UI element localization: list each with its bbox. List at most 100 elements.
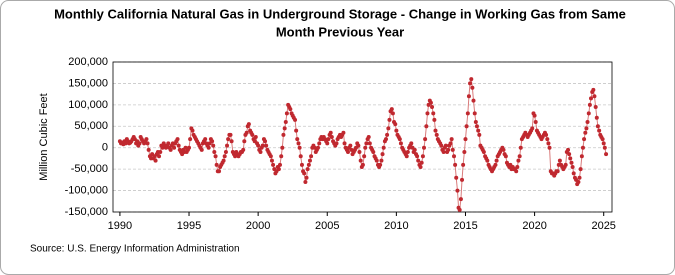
data-point <box>137 141 142 146</box>
x-tick-label: 1990 <box>108 220 132 232</box>
data-point <box>329 135 334 139</box>
y-tick-label: 50,000 <box>74 120 108 132</box>
data-point <box>583 130 588 135</box>
data-point <box>532 113 537 118</box>
data-point <box>466 94 471 99</box>
data-point <box>242 139 247 144</box>
data-point <box>258 150 263 154</box>
data-point <box>269 158 274 163</box>
data-point <box>342 141 347 146</box>
data-point <box>334 141 339 146</box>
data-point <box>544 132 549 137</box>
data-point <box>450 147 455 152</box>
data-point <box>584 126 589 131</box>
data-point <box>472 111 477 116</box>
plot-frame <box>112 61 613 213</box>
data-point <box>518 145 523 150</box>
data-point <box>431 111 436 116</box>
data-point <box>461 162 466 167</box>
data-point <box>474 124 479 129</box>
data-point <box>271 162 276 167</box>
chart-title: Month Previous Year <box>276 24 404 39</box>
data-point <box>364 141 369 146</box>
x-tick-label: 2005 <box>315 220 339 232</box>
data-point <box>187 145 192 150</box>
data-point <box>225 143 230 148</box>
data-point <box>588 96 593 101</box>
data-point <box>357 150 362 154</box>
data-point <box>471 98 476 103</box>
data-point <box>250 132 255 137</box>
data-point <box>229 139 234 144</box>
data-point <box>214 162 219 167</box>
data-point <box>211 143 216 148</box>
data-point <box>547 145 552 150</box>
data-point <box>557 158 562 163</box>
data-point <box>212 150 217 154</box>
data-point <box>585 120 590 124</box>
data-point <box>378 162 383 167</box>
y-tick-label: 0 <box>102 142 108 154</box>
data-point <box>385 132 390 137</box>
data-point <box>298 154 303 159</box>
data-point <box>441 150 446 154</box>
data-point <box>570 165 575 169</box>
data-point <box>398 141 403 146</box>
data-point <box>379 158 384 163</box>
data-point <box>306 162 311 167</box>
data-point <box>256 143 261 148</box>
data-point <box>452 154 457 159</box>
data-point <box>297 145 302 150</box>
data-point <box>568 156 573 161</box>
data-point <box>449 137 454 142</box>
data-point <box>315 145 320 150</box>
data-point <box>175 137 180 142</box>
data-point <box>455 188 460 193</box>
data-point <box>412 147 417 152</box>
data-point <box>420 154 425 159</box>
data-point <box>296 141 301 146</box>
data-point <box>405 150 410 154</box>
y-tick-label: 100,000 <box>68 99 108 111</box>
data-point <box>299 162 304 167</box>
data-point <box>389 107 394 112</box>
data-point <box>157 154 162 159</box>
data-point <box>345 150 350 154</box>
data-point <box>443 143 448 148</box>
data-point <box>481 150 486 154</box>
data-point <box>244 130 249 135</box>
data-point <box>295 137 300 142</box>
data-point <box>586 111 591 116</box>
data-point <box>517 154 522 159</box>
data-point <box>415 154 420 159</box>
data-point <box>587 102 592 107</box>
data-point <box>144 137 149 142</box>
data-point <box>282 126 287 131</box>
data-point <box>571 171 576 176</box>
data-point <box>348 143 353 148</box>
data-point <box>600 137 605 142</box>
data-point <box>288 107 293 112</box>
data-point <box>158 150 163 154</box>
data-point <box>423 137 428 142</box>
source-note: Source: U.S. Energy Information Administ… <box>30 244 240 255</box>
data-point <box>463 137 468 142</box>
data-point <box>190 128 195 133</box>
data-point <box>294 128 299 133</box>
data-point <box>305 167 310 172</box>
data-point <box>145 141 150 146</box>
data-point <box>221 158 226 163</box>
data-point <box>302 171 307 176</box>
data-point <box>428 100 433 105</box>
data-point <box>582 137 587 142</box>
data-point <box>430 105 435 109</box>
data-point <box>579 154 584 159</box>
data-point <box>515 165 520 169</box>
data-point <box>374 158 379 163</box>
data-point <box>494 158 499 163</box>
data-point <box>176 143 181 148</box>
data-point <box>172 145 177 150</box>
data-point <box>460 177 465 182</box>
data-point <box>317 141 322 146</box>
data-point <box>493 162 498 167</box>
